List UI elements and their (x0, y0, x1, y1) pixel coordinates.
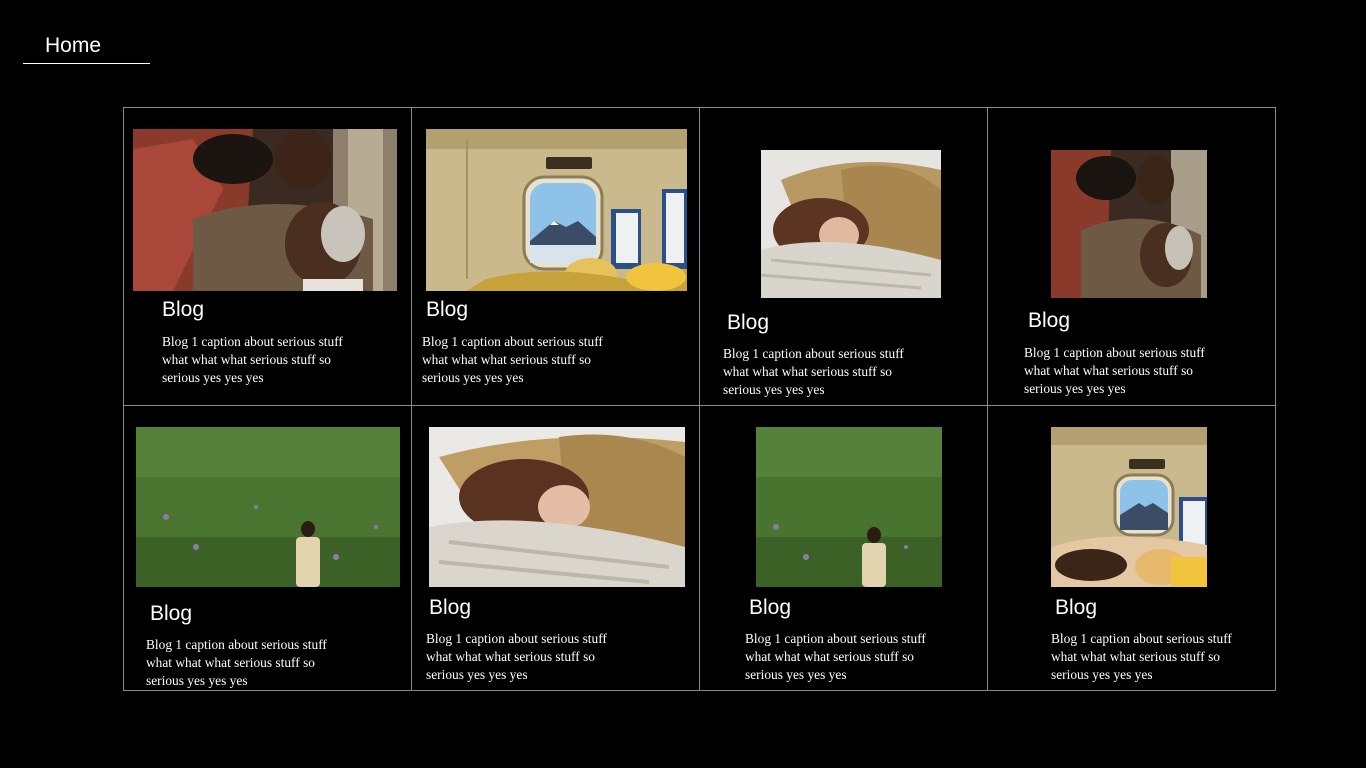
card-title[interactable]: Blog (162, 298, 205, 321)
card-title[interactable]: Blog (429, 596, 472, 619)
card-caption: Blog 1 caption about serious stuff what … (745, 631, 926, 682)
grass-field-photo[interactable] (756, 427, 942, 587)
blog-grid (123, 107, 1276, 691)
train-window-photo[interactable] (426, 129, 687, 291)
card-caption: Blog 1 caption about serious stuff what … (1051, 631, 1232, 682)
card-title[interactable]: Blog (727, 311, 770, 334)
train-window-photo[interactable] (1051, 427, 1207, 587)
card-caption: Blog 1 caption about serious stuff what … (422, 334, 603, 385)
card-caption: Blog 1 caption about serious stuff what … (723, 346, 904, 397)
card-caption: Blog 1 caption about serious stuff what … (1024, 345, 1205, 396)
grass-field-photo[interactable] (136, 427, 400, 587)
card-caption: Blog 1 caption about serious stuff what … (146, 637, 327, 688)
card-title[interactable]: Blog (1055, 596, 1098, 619)
embrace-photo[interactable] (1051, 150, 1207, 298)
card-caption: Blog 1 caption about serious stuff what … (426, 631, 607, 682)
grid-divider (411, 108, 412, 690)
card-title[interactable]: Blog (1028, 309, 1071, 332)
pillow-photo[interactable] (429, 427, 685, 587)
grid-divider (124, 405, 1275, 406)
card-caption: Blog 1 caption about serious stuff what … (162, 334, 343, 385)
pillow-photo[interactable] (761, 150, 941, 298)
card-title[interactable]: Blog (749, 596, 792, 619)
card-title[interactable]: Blog (150, 602, 193, 625)
home-link[interactable]: Home (45, 34, 102, 57)
grid-divider (987, 108, 988, 690)
grid-divider (699, 108, 700, 690)
card-title[interactable]: Blog (426, 298, 469, 321)
home-underline (23, 63, 150, 64)
embrace-photo[interactable] (133, 129, 397, 291)
